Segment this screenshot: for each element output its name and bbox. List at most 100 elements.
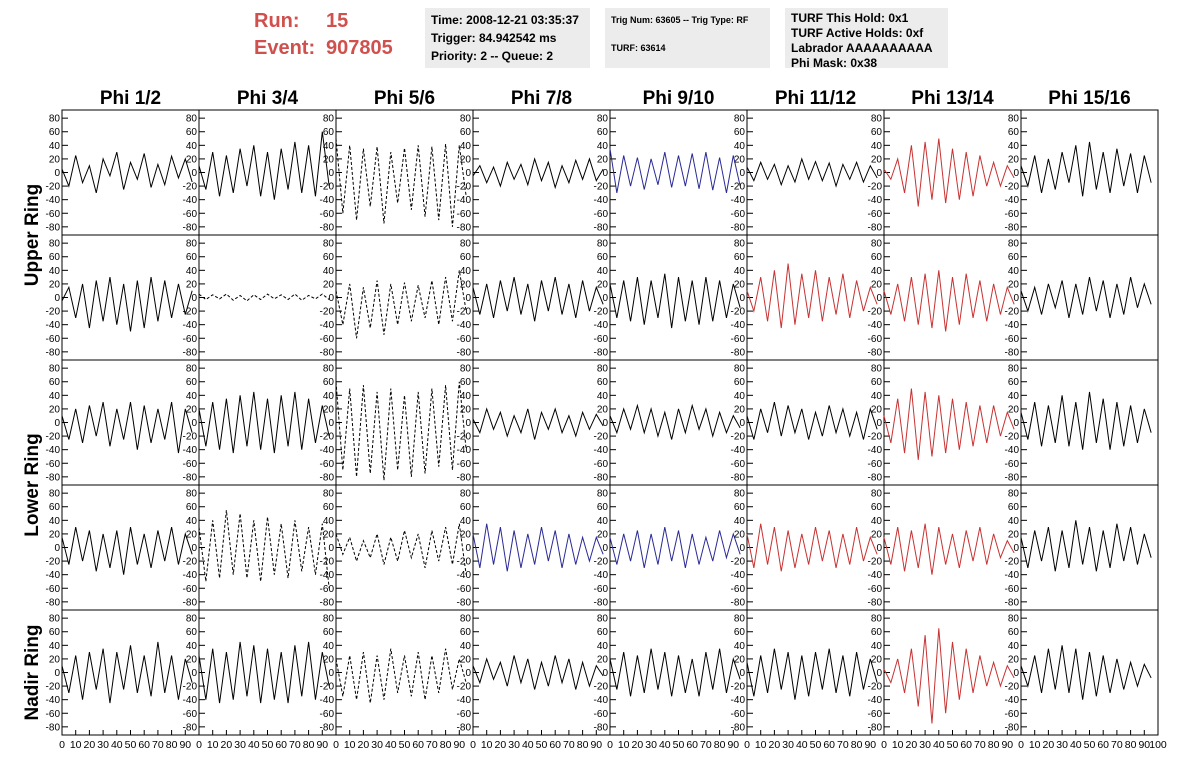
y-tick-label: -40: [1005, 320, 1020, 331]
waveform: [883, 138, 1015, 207]
y-tick-label: 60: [1008, 502, 1020, 513]
x-tick-label: 90: [1138, 739, 1150, 751]
y-tick-label: 40: [186, 141, 198, 152]
y-tick-label: 0: [602, 543, 608, 554]
waveform: [746, 263, 878, 329]
y-tick-label: 40: [597, 266, 609, 277]
x-tick-label: 80: [303, 739, 315, 751]
y-tick-label: -20: [1005, 182, 1020, 193]
waveform: [609, 403, 741, 440]
panel-frame: [198, 109, 337, 236]
y-tick-label: -60: [46, 209, 61, 220]
y-tick-label: -80: [594, 597, 609, 608]
x-tick-label: 50: [125, 739, 137, 751]
x-tick-label: 20: [358, 739, 370, 751]
x-tick-label: 80: [1125, 739, 1137, 751]
x-tick-label: 30: [645, 739, 657, 751]
panel-frame: [335, 234, 474, 361]
waveform: [1020, 277, 1152, 318]
panel-frame: [61, 609, 200, 736]
y-tick-label: -60: [457, 459, 472, 470]
x-tick-label: 50: [399, 739, 411, 751]
y-tick-label: 60: [734, 252, 746, 263]
y-tick-label: 40: [323, 391, 335, 402]
panel-frame: [1020, 359, 1159, 486]
panel-frame: [1020, 609, 1159, 736]
y-tick-label: 80: [323, 239, 335, 250]
y-tick-label: -80: [731, 472, 746, 483]
column-title: Phi 15/16: [1048, 88, 1130, 109]
y-tick-label: -40: [457, 195, 472, 206]
y-tick-label: 0: [876, 168, 882, 179]
y-tick-label: -60: [868, 334, 883, 345]
y-tick-label: 80: [323, 614, 335, 625]
y-tick-label: 80: [186, 239, 198, 250]
y-tick-label: 80: [460, 239, 472, 250]
x-tick-label: 20: [84, 739, 96, 751]
x-tick-label: 60: [960, 739, 972, 751]
y-tick-label: -40: [594, 695, 609, 706]
y-tick-label: 20: [597, 404, 609, 415]
y-tick-label: 40: [1008, 141, 1020, 152]
info-line: TURF Active Holds: 0xf: [791, 26, 924, 40]
y-tick-label: -40: [183, 695, 198, 706]
x-tick-label: 30: [782, 739, 794, 751]
y-tick-label: 80: [323, 114, 335, 125]
waveform: [746, 157, 878, 188]
y-tick-label: -60: [320, 209, 335, 220]
x-tick-label: 80: [988, 739, 1000, 751]
x-tick-label: 90: [316, 739, 328, 751]
y-tick-label: -80: [594, 347, 609, 358]
y-tick-label: -20: [320, 432, 335, 443]
y-tick-label: -80: [1005, 222, 1020, 233]
x-tick-label: 60: [412, 739, 424, 751]
event-number: 907805: [326, 37, 393, 59]
y-tick-label: -40: [594, 445, 609, 456]
x-tick-label: 50: [810, 739, 822, 751]
y-tick-label: 0: [54, 543, 60, 554]
waveform: [335, 270, 467, 339]
y-tick-label: 20: [323, 154, 335, 165]
waveform: [335, 138, 467, 227]
y-tick-label: 0: [328, 168, 334, 179]
y-tick-label: 0: [54, 418, 60, 429]
y-tick-label: -80: [46, 722, 61, 733]
y-tick-label: -40: [320, 195, 335, 206]
y-tick-label: 80: [734, 239, 746, 250]
waveform: [883, 628, 1015, 724]
y-tick-label: -40: [731, 320, 746, 331]
y-tick-label: 20: [1008, 654, 1020, 665]
x-tick-label: 80: [577, 739, 589, 751]
y-tick-label: -60: [457, 709, 472, 720]
column-title: Phi 5/6: [374, 88, 435, 109]
x-tick-label: 10: [70, 739, 82, 751]
waveform: [609, 273, 741, 329]
y-tick-label: 80: [460, 489, 472, 500]
y-tick-label: 20: [460, 279, 472, 290]
y-tick-label: -60: [1005, 209, 1020, 220]
panel-frame: [472, 359, 611, 486]
y-tick-label: -60: [731, 209, 746, 220]
y-tick-label: 80: [1008, 239, 1020, 250]
y-tick-label: 80: [734, 114, 746, 125]
y-tick-label: -80: [183, 722, 198, 733]
y-tick-label: 0: [465, 543, 471, 554]
y-tick-label: 0: [328, 668, 334, 679]
y-tick-label: -20: [731, 557, 746, 568]
y-tick-label: 40: [597, 391, 609, 402]
y-tick-label: -20: [46, 182, 61, 193]
y-tick-label: -80: [46, 472, 61, 483]
waveform: [472, 407, 604, 440]
y-tick-label: 0: [328, 293, 334, 304]
panel-frame: [746, 609, 885, 736]
y-tick-label: -20: [1005, 307, 1020, 318]
y-tick-label: 40: [186, 266, 198, 277]
x-tick-label: 0: [607, 739, 613, 751]
y-tick-label: 0: [1013, 418, 1019, 429]
y-tick-label: -20: [594, 432, 609, 443]
y-tick-label: 80: [597, 114, 609, 125]
waveform: [61, 402, 193, 454]
y-tick-label: -60: [457, 209, 472, 220]
waveform: [335, 523, 467, 575]
